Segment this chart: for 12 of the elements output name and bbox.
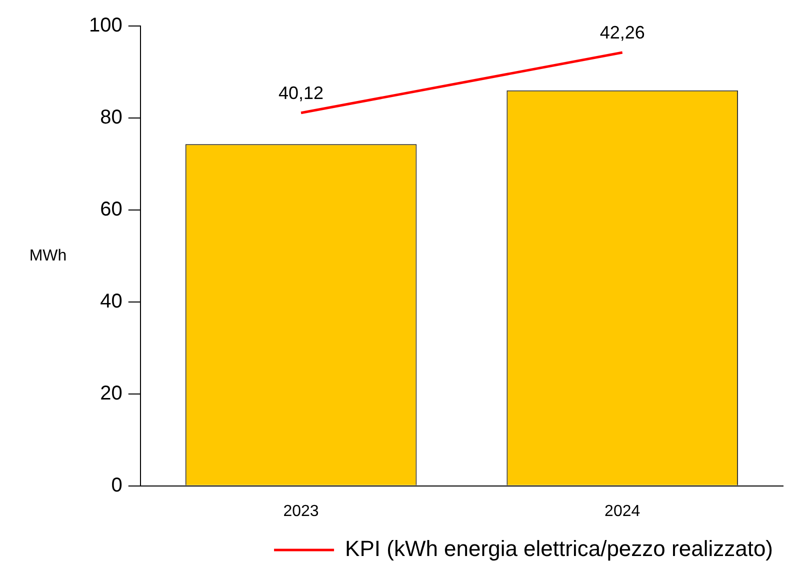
- y-axis-title: MWh: [29, 247, 67, 264]
- data-label: 42,26: [600, 22, 645, 42]
- y-tick-label: 60: [100, 198, 122, 220]
- x-tick-label: 2023: [283, 502, 319, 520]
- y-tick-label: 20: [100, 382, 122, 404]
- x-tick-label: 2024: [604, 502, 640, 520]
- y-tick-label: 100: [88, 14, 122, 37]
- y-tick-label: 40: [100, 290, 122, 312]
- y-tick-label: 80: [100, 106, 122, 128]
- data-label: 40,12: [278, 82, 324, 103]
- y-tick-label: 0: [111, 474, 122, 496]
- legend-label: KPI (kWh energia elettrica/pezzo realizzato): [345, 536, 774, 562]
